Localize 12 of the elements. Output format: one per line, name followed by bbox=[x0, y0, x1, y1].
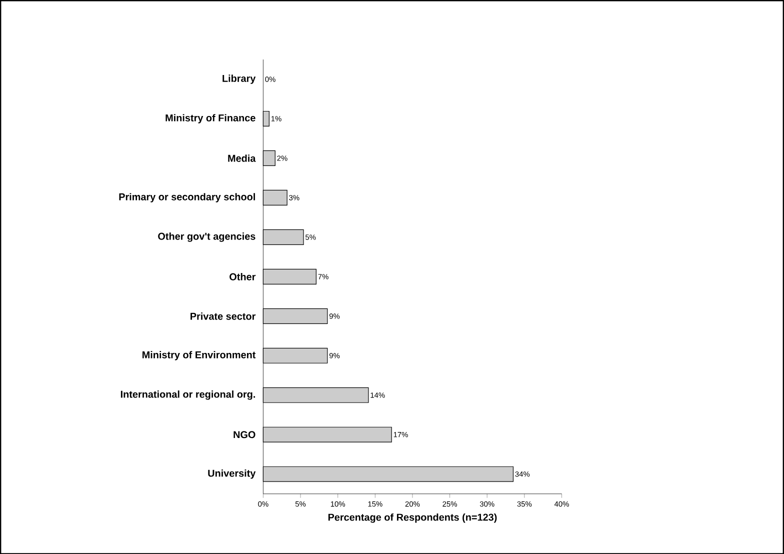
y-tick-label: Other gov't agencies bbox=[158, 232, 256, 242]
x-axis-title: Percentage of Respondents (n=123) bbox=[328, 513, 497, 523]
y-tick-label: International or regional org. bbox=[120, 390, 256, 400]
y-tick-label: Primary or secondary school bbox=[119, 192, 255, 202]
y-tick-label: Media bbox=[228, 154, 256, 162]
y-tick-label: NGO bbox=[234, 430, 256, 438]
y-tick-label: Private sector bbox=[190, 312, 256, 320]
y-tick-label: Ministry of Environment bbox=[142, 350, 256, 360]
y-tick-label: Other bbox=[230, 272, 256, 280]
y-tick-label: Ministry of Finance bbox=[166, 114, 256, 124]
y-tick-label: Library bbox=[222, 74, 256, 84]
y-tick-label: University bbox=[208, 469, 256, 479]
